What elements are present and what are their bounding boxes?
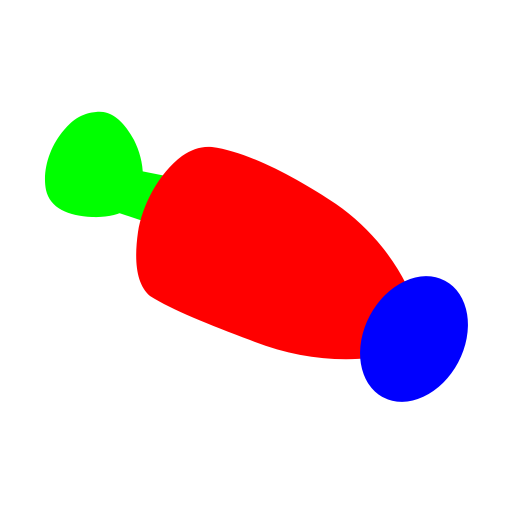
body-shape	[136, 146, 406, 360]
body-main	[136, 146, 406, 360]
cap-ellipse	[360, 276, 468, 402]
handle-bulb	[44, 111, 143, 218]
cap-shape	[360, 276, 468, 402]
